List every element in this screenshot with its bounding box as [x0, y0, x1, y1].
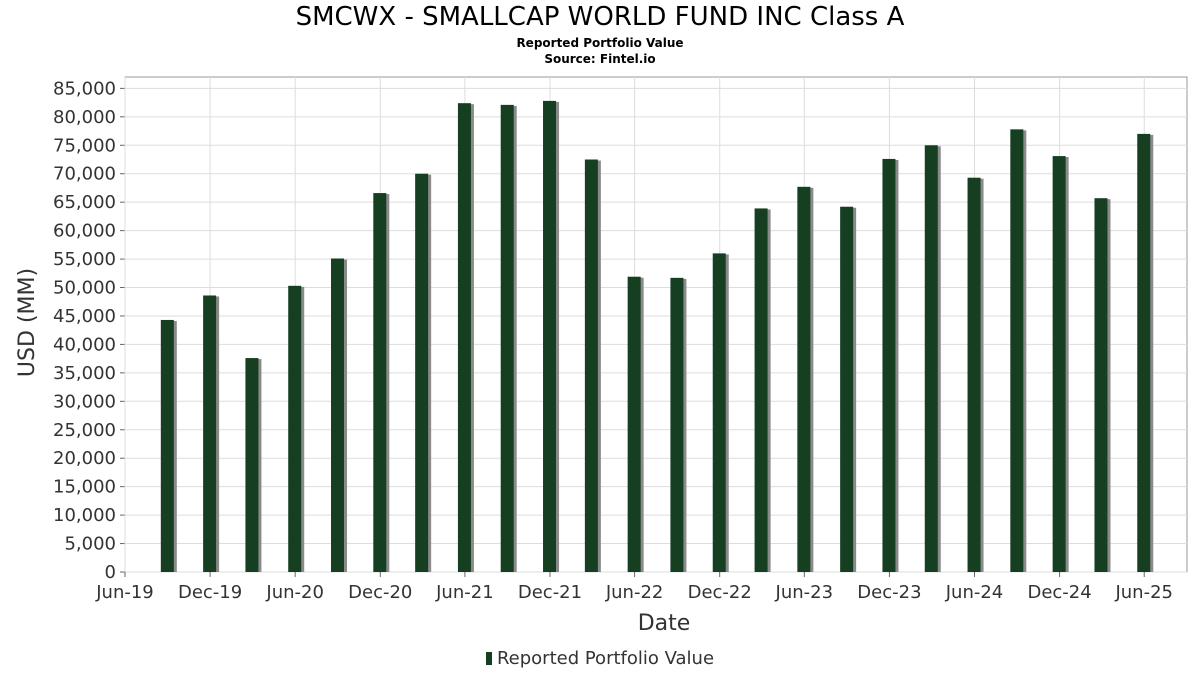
- bar: [203, 295, 217, 572]
- x-axis-title: Date: [638, 611, 691, 636]
- y-tick-label: 85,000: [53, 78, 116, 99]
- chart-subtitle: Reported Portfolio Value: [516, 36, 684, 50]
- bar: [712, 253, 726, 572]
- x-tick-label: Dec-22: [688, 582, 752, 603]
- y-tick-label: 45,000: [53, 306, 116, 327]
- bar: [373, 193, 387, 572]
- y-tick-label: 50,000: [53, 278, 116, 299]
- y-tick-label: 35,000: [53, 363, 116, 384]
- y-tick-label: 65,000: [53, 192, 116, 213]
- y-tick-label: 60,000: [53, 221, 116, 242]
- y-tick-label: 25,000: [53, 420, 116, 441]
- y-tick-label: 75,000: [53, 135, 116, 156]
- bar: [288, 285, 302, 572]
- y-axis-title: USD (MM): [15, 268, 40, 377]
- bar: [415, 173, 429, 573]
- y-tick-label: 30,000: [53, 391, 116, 412]
- x-tick-label: Jun-19: [95, 582, 154, 603]
- bar: [882, 158, 896, 572]
- y-tick-label: 5,000: [64, 534, 116, 555]
- bar: [840, 206, 854, 573]
- x-tick-label: Jun-25: [1114, 582, 1173, 603]
- x-tick-label: Dec-20: [348, 582, 412, 603]
- chart-title: SMCWX - SMALLCAP WORLD FUND INC Class A: [295, 2, 905, 32]
- x-tick-label: Dec-21: [518, 582, 582, 603]
- y-tick-label: 10,000: [53, 505, 116, 526]
- legend: Reported Portfolio Value: [0, 648, 1200, 669]
- bar: [584, 159, 598, 572]
- x-tick-label: Jun-23: [775, 582, 834, 603]
- bar: [924, 145, 938, 572]
- x-tick-label: Jun-24: [945, 582, 1004, 603]
- y-tick-label: 20,000: [53, 448, 116, 469]
- bar: [330, 258, 344, 572]
- bar: [245, 358, 259, 572]
- x-tick-label: Jun-22: [605, 582, 664, 603]
- bar: [1094, 198, 1108, 573]
- x-tick-label: Jun-20: [265, 582, 324, 603]
- x-tick-label: Dec-23: [857, 582, 921, 603]
- bar: [797, 186, 811, 572]
- bar: [500, 104, 514, 573]
- bar: [967, 177, 981, 572]
- plot-area: [124, 76, 1188, 573]
- x-tick-label: Dec-19: [178, 582, 242, 603]
- bar: [1052, 156, 1066, 572]
- bar: [627, 276, 641, 572]
- bar: [543, 100, 557, 573]
- bar: [754, 208, 768, 572]
- y-tick-label: 40,000: [53, 334, 116, 355]
- y-tick-label: 70,000: [53, 164, 116, 185]
- bar: [1010, 129, 1024, 572]
- bar: [160, 319, 174, 572]
- bar: [670, 277, 684, 572]
- bar: [457, 103, 471, 572]
- x-tick-label: Jun-21: [435, 582, 494, 603]
- bar: [1137, 133, 1151, 572]
- legend-swatch: [485, 652, 492, 665]
- y-tick-label: 0: [105, 562, 116, 583]
- y-tick-label: 80,000: [53, 107, 116, 128]
- y-tick-label: 55,000: [53, 249, 116, 270]
- chart-source: Source: Fintel.io: [544, 52, 656, 66]
- x-tick-label: Dec-24: [1027, 582, 1091, 603]
- y-tick-label: 15,000: [53, 477, 116, 498]
- legend-label: Reported Portfolio Value: [496, 648, 715, 669]
